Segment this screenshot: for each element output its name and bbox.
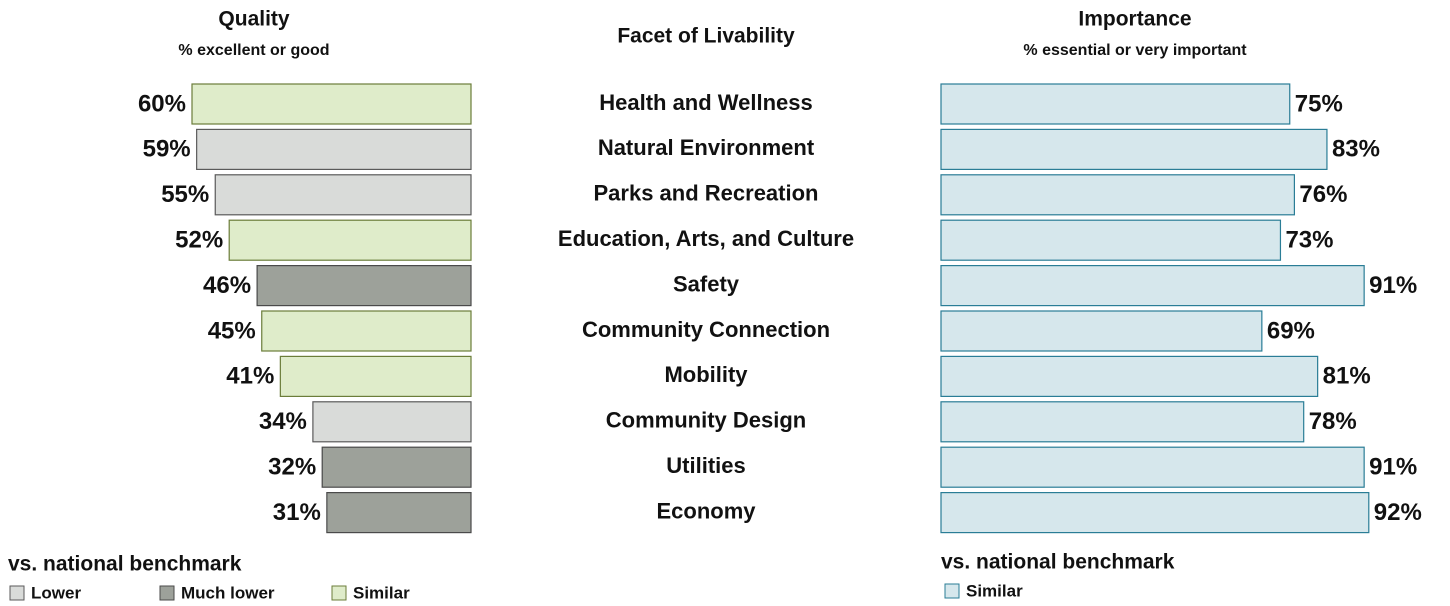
category-label: Mobility: [664, 362, 748, 387]
left-subtitle: % excellent or good: [178, 42, 329, 59]
importance-value-label: 91%: [1369, 272, 1417, 299]
category-label: Safety: [673, 271, 740, 296]
right-subtitle: % essential or very important: [1023, 42, 1247, 59]
legend-swatch: [944, 583, 960, 599]
importance-bar: [940, 128, 1328, 170]
quality-value-label: 34%: [259, 408, 307, 435]
importance-value-label: 91%: [1369, 454, 1417, 481]
importance-value-label: 73%: [1285, 227, 1333, 254]
quality-bar: [214, 174, 472, 216]
quality-value-label: 32%: [268, 454, 316, 481]
quality-value-label: 60%: [138, 90, 186, 117]
quality-bar: [228, 219, 472, 261]
category-label: Community Connection: [582, 317, 830, 342]
categories-title: Facet of Livability: [617, 25, 795, 48]
right-title: Importance: [1078, 8, 1191, 31]
importance-bar: [940, 174, 1295, 216]
category-label: Health and Wellness: [599, 90, 813, 115]
legend-swatch: [159, 585, 175, 601]
quality-bar: [326, 492, 472, 534]
importance-bar: [940, 83, 1291, 125]
importance-bar: [940, 355, 1319, 397]
quality-value-label: 59%: [143, 136, 191, 163]
category-label: Economy: [656, 498, 756, 523]
category-label: Parks and Recreation: [594, 181, 819, 206]
legend-swatch: [331, 585, 347, 601]
quality-value-label: 45%: [208, 317, 256, 344]
importance-bar: [940, 492, 1370, 534]
left-title: Quality: [218, 8, 290, 31]
quality-bar: [279, 355, 472, 397]
importance-value-label: 69%: [1267, 317, 1315, 344]
quality-bar: [321, 446, 472, 488]
importance-bar: [940, 219, 1282, 261]
importance-value-label: 75%: [1295, 90, 1343, 117]
category-label: Natural Environment: [598, 135, 815, 160]
quality-bar: [261, 310, 472, 352]
quality-bar: [312, 401, 472, 443]
legend-label: Similar: [353, 583, 410, 602]
legend-label: Lower: [31, 583, 81, 602]
quality-value-label: 52%: [175, 227, 223, 254]
category-label: Utilities: [666, 453, 745, 478]
importance-bar: [940, 265, 1365, 307]
importance-value-label: 81%: [1323, 363, 1371, 390]
legend-label: Much lower: [181, 583, 275, 602]
importance-value-label: 92%: [1374, 499, 1422, 526]
quality-bar: [191, 83, 472, 125]
quality-bar: [196, 128, 472, 170]
legend-label: Similar: [966, 581, 1023, 600]
importance-bar: [940, 446, 1365, 488]
quality-bar: [256, 265, 472, 307]
right-legend-title: vs. national benchmark: [941, 551, 1175, 574]
importance-bar: [940, 310, 1263, 352]
importance-value-label: 83%: [1332, 136, 1380, 163]
quality-value-label: 55%: [161, 181, 209, 208]
category-label: Community Design: [606, 408, 806, 433]
quality-value-label: 41%: [226, 363, 274, 390]
quality-value-label: 46%: [203, 272, 251, 299]
importance-value-label: 78%: [1309, 408, 1357, 435]
importance-value-label: 76%: [1299, 181, 1347, 208]
left-legend-title: vs. national benchmark: [8, 553, 242, 576]
quality-value-label: 31%: [273, 499, 321, 526]
legend-swatch: [9, 585, 25, 601]
importance-bar: [940, 401, 1305, 443]
category-label: Education, Arts, and Culture: [558, 226, 854, 251]
